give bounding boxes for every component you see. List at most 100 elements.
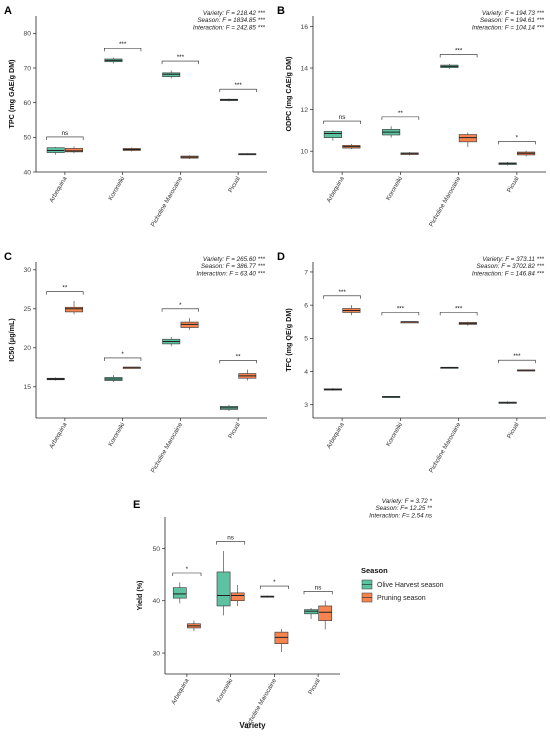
box-body bbox=[274, 631, 289, 644]
x-tick-label: Picual bbox=[227, 176, 242, 194]
anova-stat-line: Variety: F = 218.42 *** bbox=[203, 10, 266, 17]
significance-bracket: ** bbox=[381, 110, 420, 120]
x-axis-label: Variety bbox=[239, 721, 266, 730]
box-pruning bbox=[122, 147, 141, 152]
significance-bracket: *** bbox=[323, 289, 361, 299]
y-axis-label: Yield (%) bbox=[135, 580, 144, 611]
x-tick-label: Arbequina bbox=[325, 421, 346, 450]
box-olive-harvest bbox=[440, 63, 459, 70]
y-tick-label: 30 bbox=[23, 267, 31, 274]
significance-label: *** bbox=[234, 82, 242, 89]
y-tick-label: 50 bbox=[23, 135, 31, 142]
significance-label: ns bbox=[339, 114, 346, 121]
panel-letter: C bbox=[4, 251, 12, 263]
x-tick-label: Picual bbox=[307, 678, 322, 696]
y-tick-label: 16 bbox=[300, 24, 308, 31]
box-olive-harvest bbox=[172, 582, 187, 604]
significance-bracket: ns bbox=[303, 584, 333, 595]
significance-bracket: ** bbox=[46, 285, 84, 295]
anova-stat-line: Season: F= 12.25 ** bbox=[375, 505, 432, 512]
box-pruning bbox=[274, 628, 289, 653]
bracket-line bbox=[381, 312, 420, 316]
anova-stat-line: Season: F = 1834.85 *** bbox=[197, 17, 265, 24]
box-olive-harvest bbox=[323, 130, 342, 141]
x-tick-label: Picholine Marocaine bbox=[150, 421, 185, 474]
box-olive-harvest bbox=[498, 401, 517, 405]
anova-stat-line: Season: F = 194.61 *** bbox=[480, 17, 545, 24]
significance-label: ** bbox=[62, 285, 67, 292]
box-olive-harvest bbox=[323, 388, 342, 391]
significance-bracket: *** bbox=[439, 47, 478, 58]
anova-stat-line: Interaction: F = 63.40 *** bbox=[196, 270, 265, 277]
box-pruning bbox=[342, 305, 361, 316]
significance-label: * bbox=[516, 134, 519, 141]
x-tick-label: Arbequina bbox=[325, 175, 346, 204]
y-tick-label: 15 bbox=[23, 384, 31, 391]
box-olive-harvest bbox=[220, 404, 238, 411]
box-pruning bbox=[342, 143, 361, 150]
y-axis-label: IC50 (μg/mL) bbox=[7, 318, 16, 362]
box-pruning bbox=[400, 321, 419, 324]
box-pruning bbox=[122, 366, 141, 369]
y-tick-label: 80 bbox=[23, 31, 31, 38]
bracket-line bbox=[381, 116, 420, 120]
significance-bracket: *** bbox=[498, 353, 536, 364]
y-tick-label: 40 bbox=[152, 598, 160, 605]
box-olive-harvest bbox=[162, 70, 181, 79]
x-tick-label: Picholine Marocaine bbox=[428, 175, 463, 228]
anova-stat-line: Variety: F = 265.60 *** bbox=[203, 256, 266, 263]
significance-bracket: * bbox=[104, 351, 142, 361]
x-tick-label: Picual bbox=[506, 422, 521, 440]
significance-bracket: ns bbox=[323, 114, 361, 125]
panel-c: C Variety: F = 265.60 ***Season: F = 386.… bbox=[4, 251, 267, 474]
box-pruning bbox=[318, 600, 333, 630]
significance-bracket: * bbox=[172, 566, 202, 576]
bracket-line bbox=[172, 572, 202, 576]
bracket-line bbox=[323, 295, 361, 299]
anova-stat-line: Season: F = 386.77 *** bbox=[201, 263, 266, 270]
x-tick-label: Arbequina bbox=[48, 421, 69, 450]
y-tick-label: 70 bbox=[23, 65, 31, 72]
box-body bbox=[162, 72, 181, 77]
bracket-line bbox=[161, 60, 199, 65]
y-axis-label: TFC (mg QE/g DM) bbox=[284, 308, 293, 372]
panel-letter: D bbox=[277, 251, 285, 263]
significance-label: *** bbox=[455, 305, 463, 312]
box-olive-harvest bbox=[260, 595, 275, 598]
y-axis-label: ODPC (mg CAE/g DM) bbox=[284, 56, 293, 132]
y-tick-label: 30 bbox=[152, 650, 160, 657]
y-tick-label: 6 bbox=[304, 303, 308, 310]
anova-stat-line: Variety: F = 373.11 *** bbox=[482, 256, 544, 263]
box-pruning bbox=[238, 369, 257, 381]
significance-label: * bbox=[273, 579, 276, 586]
panel-e: E Variety: F = 3.72 *Season: F= 12.25 **I… bbox=[133, 498, 433, 730]
significance-label: ns bbox=[315, 584, 322, 591]
x-tick-label: Picholine Marocaine bbox=[150, 175, 185, 228]
y-tick-label: 5 bbox=[304, 336, 308, 343]
bracket-line bbox=[104, 357, 142, 361]
box-olive-harvest bbox=[104, 57, 123, 64]
box-body bbox=[318, 605, 333, 621]
x-tick-label: Koroneiki bbox=[215, 678, 234, 704]
box-pruning bbox=[458, 321, 477, 326]
y-tick-label: 20 bbox=[23, 345, 31, 352]
box-olive-harvest bbox=[220, 98, 238, 102]
bracket-line bbox=[219, 359, 257, 364]
bracket-line bbox=[439, 312, 478, 316]
significance-label: *** bbox=[338, 289, 346, 296]
y-tick-label: 12 bbox=[300, 107, 308, 114]
anova-stat-line: Interaction: F = 146.84 *** bbox=[472, 270, 545, 277]
box-pruning bbox=[180, 155, 199, 159]
panel-letter: A bbox=[4, 5, 12, 17]
significance-bracket: *** bbox=[219, 82, 257, 93]
x-tick-label: Koroneiki bbox=[385, 422, 404, 448]
box-olive-harvest bbox=[46, 377, 65, 381]
box-olive-harvest bbox=[162, 336, 181, 347]
bracket-line bbox=[323, 120, 361, 125]
y-tick-label: 4 bbox=[304, 369, 308, 376]
significance-bracket: *** bbox=[381, 305, 420, 316]
box-pruning bbox=[187, 620, 201, 632]
significance-bracket: * bbox=[259, 579, 289, 590]
significance-bracket: * bbox=[498, 134, 536, 145]
